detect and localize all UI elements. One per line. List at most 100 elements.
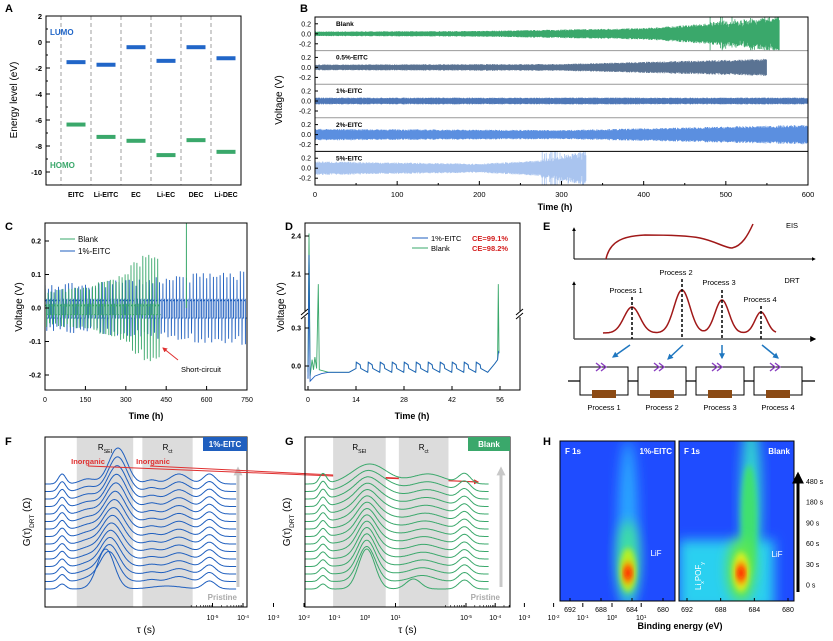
y-tick-label: 2.4 [291,234,301,241]
label-part: -5 [468,614,473,619]
panel-label-G: G [285,436,294,448]
cpe-icon [769,362,782,372]
y-tick-label: 0.0 [291,364,301,371]
label-part: (Ω) [22,498,33,515]
coulombic-efficiency: CE=98.2% [472,244,508,253]
drt-trace [44,548,237,590]
y-tick-label: 2 [38,12,42,21]
resistor-icon [708,390,732,398]
category-label: Li-DEC [214,192,237,199]
series-badge-label: 1%-EITC [209,440,242,449]
lumo-level-bar [216,56,236,61]
x-tick-label: 450 [160,397,172,404]
y-tick-label: -10 [31,168,42,177]
x-tick-label: 680 [782,607,794,614]
x-axis-label: Time (h) [395,411,430,421]
region-label: RSEI [98,443,112,455]
y-tick-label: 0.0 [301,31,311,38]
y-tick-label: -0.2 [299,176,311,183]
y-tick-label: 2.1 [291,272,301,279]
drt-trace [305,495,489,522]
label-part: 1 [644,614,647,619]
series-label: 1%-EITC [336,88,363,95]
x-tick-label: 200 [473,190,486,199]
x-tick-label: 42 [448,397,456,404]
x-tick-label: 688 [595,607,607,614]
time-label: 90 s [806,520,820,527]
y-tick-label: -6 [35,116,42,125]
xps-heatmap [560,441,675,601]
x-tick-label: 10-3 [268,614,280,623]
x-tick-label: 10-2 [298,614,310,623]
chart-D-frame [304,222,521,391]
series-label: 5%-EITC [336,155,363,162]
circuit-label: Process 4 [761,403,794,412]
y-tick-label: 0.0 [301,132,311,139]
series-label: Blank [336,21,354,28]
label-part: ct [425,449,430,455]
category-label: EITC [68,192,84,199]
x-tick-label: 10-4 [489,614,501,623]
region-label: Rct [419,443,429,455]
drt-trace [305,488,489,515]
x-tick-label: 56 [496,397,504,404]
coulombic-efficiency: CE=99.1% [472,234,508,243]
y-tick-label: -2 [35,64,42,73]
chart-A-frame [45,15,242,186]
region-shade [398,437,449,607]
arrow-icon [761,344,779,359]
x-axis-label: Time (h) [129,411,164,421]
label-part: -4 [497,614,502,619]
voltage-trace [315,125,808,145]
homo-label: HOMO [50,161,75,170]
homo-level-bar [186,138,206,143]
voltage-trace [307,254,500,383]
drt-trace [44,447,237,485]
homo-level-bar [156,153,176,158]
peak-label: LiF [771,550,782,559]
label-part: DRT [289,515,296,528]
y-tick-label: -0.1 [29,339,41,346]
x-tick-label: 10-5 [460,614,472,623]
x-axis-label: Time (h) [538,202,573,212]
cpe-icon [595,362,608,372]
x-tick-label: 101 [390,614,401,623]
drt-trace [44,543,237,575]
lumo-level-bar [186,45,206,50]
x-tick-label: 14 [352,397,360,404]
y-axis-label: Voltage (V) [14,282,25,331]
label-part: 0 [368,614,371,619]
chart-F-frame [44,436,248,608]
legend-label: Blank [431,244,450,253]
drt-trace [44,456,237,492]
y-tick-label: -0.2 [299,142,311,149]
x-tick-label: 688 [715,607,727,614]
x-tick-label: 684 [626,607,638,614]
x-tick-label: 692 [564,607,576,614]
drt-trace [305,482,489,507]
series-badge [468,437,510,451]
process-label: Process 2 [659,268,692,277]
y-axis-label: Voltage (V) [274,75,285,124]
x-tick-label: 400 [637,190,650,199]
tick-base: 10 [360,615,368,622]
resistor-icon [766,390,790,398]
x-tick-label: 101 [636,614,647,623]
x-tick-label: 684 [748,607,760,614]
label-part: -2 [555,614,560,619]
label-part: -3 [275,614,280,619]
label-part: -3 [526,614,531,619]
category-label: EC [131,192,141,199]
tick-base: 10 [636,615,644,622]
annotation-arrow [162,347,179,361]
peak-label: LixPOFy [694,562,706,590]
legend-label: Blank [78,235,99,244]
x-tick-label: 100 [607,614,618,623]
chart-G-frame [304,436,511,608]
x-axis-label: τ (s) [398,625,416,636]
label-part: 1 [398,614,401,619]
chart-C-frame [44,222,248,391]
sample-label: Blank [768,447,790,456]
label-part: R [98,443,104,452]
y-tick-label: 0.2 [301,89,311,96]
